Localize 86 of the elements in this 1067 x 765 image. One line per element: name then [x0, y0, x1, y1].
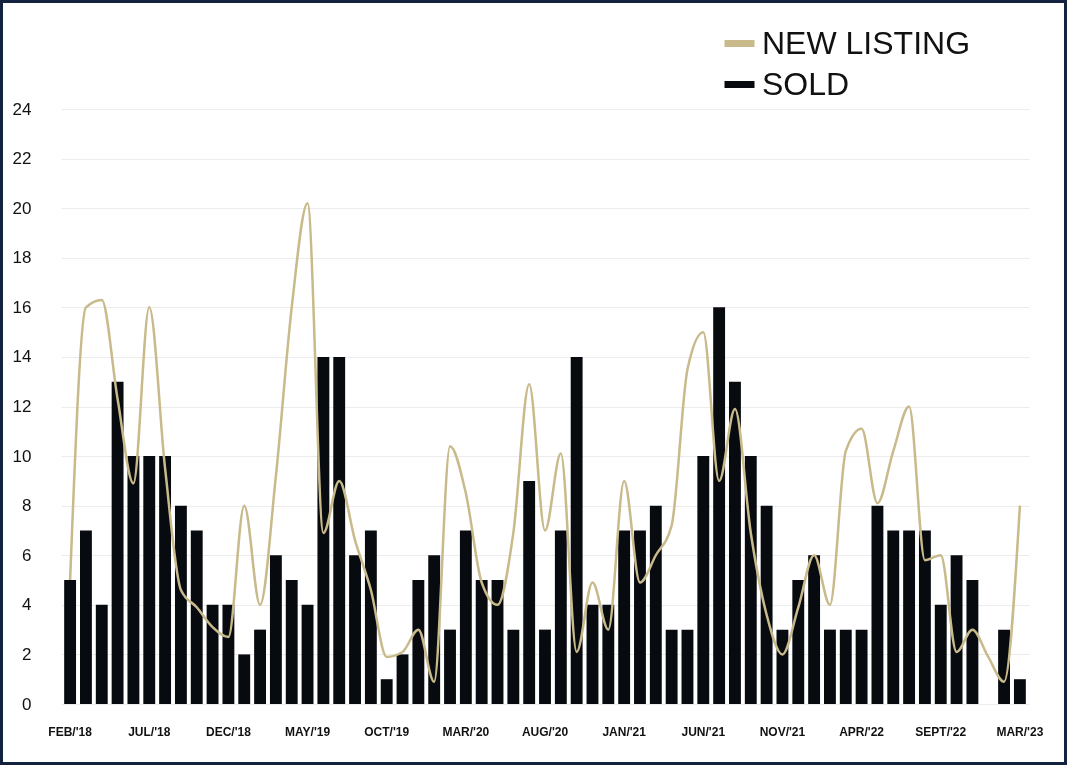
bar [602, 604, 615, 704]
bar [570, 356, 583, 704]
y-tick-label: 8 [22, 496, 32, 516]
y-tick-label: 0 [22, 694, 32, 714]
bar [681, 629, 694, 704]
bar [380, 679, 393, 704]
bar [792, 580, 805, 704]
bar [523, 480, 536, 704]
bar [317, 356, 330, 704]
bar [808, 555, 821, 704]
bar [1013, 679, 1026, 704]
bar [80, 530, 92, 704]
bar [713, 307, 726, 704]
bar [950, 555, 963, 704]
x-tick-label: APR/'22 [839, 724, 885, 739]
bar [174, 505, 187, 704]
bar [159, 456, 172, 704]
y-tick-label: 18 [12, 248, 32, 268]
bar [871, 505, 884, 704]
bar [254, 629, 266, 704]
bar [111, 381, 124, 704]
bar [665, 629, 678, 704]
bar [95, 604, 108, 704]
legend-label: NEW LISTING [762, 24, 971, 61]
bar [349, 555, 361, 704]
y-tick-label: 10 [12, 446, 32, 466]
bar [539, 629, 551, 704]
x-tick-label: AUG/'20 [521, 724, 569, 739]
bar [127, 456, 140, 704]
line-series [68, 201, 1022, 683]
bar [760, 505, 773, 704]
bar [855, 629, 868, 704]
bar [839, 629, 852, 704]
bar [412, 580, 425, 704]
bar [554, 530, 567, 704]
y-tick-label: 16 [12, 297, 32, 317]
bar [190, 530, 203, 704]
bar [744, 456, 757, 704]
legend-label: SOLD [762, 65, 850, 102]
bar [729, 381, 741, 704]
bar [238, 654, 251, 704]
bar [824, 629, 836, 704]
y-tick-label: 12 [12, 397, 32, 416]
bar [903, 530, 916, 704]
y-tick-label: 2 [22, 644, 32, 664]
bar [966, 580, 979, 704]
y-tick-label: 4 [22, 595, 32, 615]
bar [618, 530, 631, 704]
bar [444, 629, 456, 704]
bar [143, 456, 156, 704]
bar [697, 456, 710, 704]
bar [364, 530, 377, 704]
bar [586, 604, 599, 704]
bar [649, 505, 662, 704]
x-tick-label: OCT/'19 [364, 724, 410, 739]
x-tick-label: MAR/'23 [996, 724, 1044, 739]
x-tick-label: FEB/'18 [48, 724, 93, 739]
x-tick-label: NOV/'21 [759, 724, 806, 739]
bar [333, 356, 346, 704]
bar [918, 530, 931, 704]
x-tick-label: MAR/'20 [442, 724, 490, 739]
bar [285, 580, 298, 704]
x-tick-label: MAY/'19 [285, 724, 331, 739]
x-tick-label: JUN/'21 [681, 724, 726, 739]
bar [934, 604, 947, 704]
x-tick-label: SEPT/'22 [915, 724, 967, 739]
bar [475, 580, 488, 704]
bar [887, 530, 900, 704]
bar [491, 580, 504, 704]
y-tick-label: 6 [22, 545, 32, 565]
bar [507, 629, 520, 704]
bar [222, 604, 235, 704]
y-tick-label: 24 [12, 99, 32, 119]
bar [459, 530, 472, 704]
x-tick-label: JAN/'21 [602, 724, 647, 739]
bar [301, 604, 314, 704]
bar [64, 580, 77, 704]
x-tick-label: DEC/'18 [205, 724, 252, 739]
bar [206, 604, 219, 704]
bar [396, 654, 409, 704]
y-tick-label: 20 [12, 198, 32, 218]
bar [269, 555, 282, 704]
x-tick-label: JUL/'18 [128, 724, 171, 739]
bar [634, 530, 646, 704]
y-tick-label: 14 [12, 347, 32, 367]
y-tick-label: 22 [12, 149, 32, 169]
